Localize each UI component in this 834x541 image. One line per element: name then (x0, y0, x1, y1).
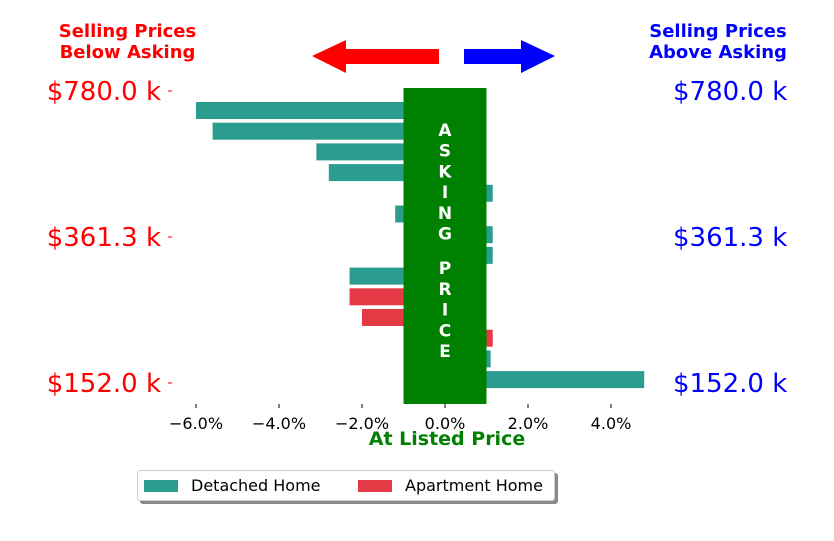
y-tick-label-right: $152.0 k (673, 369, 787, 399)
x-tick-label: −4.0% (252, 414, 306, 433)
asking-price-band (403, 88, 487, 404)
band-letter: A (438, 121, 452, 141)
legend-swatch-detached (144, 480, 178, 492)
y-tick-label-left: $361.3 k (47, 223, 161, 253)
legend-label-apartment: Apartment Home (405, 476, 543, 495)
y-tick-label-left: $152.0 k (47, 369, 161, 399)
above-asking-line2: Above Asking (649, 42, 787, 63)
y-tick-label-right: $361.3 k (673, 223, 787, 253)
right-arrow-icon (464, 40, 555, 73)
above-asking-line1: Selling Prices (649, 21, 787, 42)
below-asking-line1: Selling Prices (58, 21, 197, 42)
x-axis-label: At Listed Price (369, 428, 525, 450)
x-tick-label: 4.0% (591, 414, 632, 433)
x-tick-label: −2.0% (335, 414, 389, 433)
left-arrow-icon (312, 40, 439, 73)
above-asking-header: Selling Prices Above Asking (628, 21, 808, 63)
below-asking-line2: Below Asking (59, 42, 196, 63)
band-letter: N (438, 204, 452, 224)
band-letter: R (438, 280, 451, 300)
band-letter: G (438, 225, 452, 245)
legend-swatch-apartment (358, 480, 392, 492)
band-letter: E (439, 342, 451, 362)
x-tick-label: 0.0% (425, 414, 466, 433)
x-tick-label: 2.0% (508, 414, 549, 433)
band-letter: P (439, 259, 451, 279)
bar (445, 371, 645, 389)
legend: Detached Home Apartment Home (137, 470, 555, 501)
x-tick-label: −6.0% (169, 414, 223, 433)
bar (196, 102, 445, 119)
band-letter: I (442, 301, 448, 321)
band-letter: K (438, 162, 452, 182)
y-tick-label-right: $780.0 k (673, 77, 787, 107)
band-letter: I (442, 183, 448, 203)
band-letter: S (439, 142, 451, 162)
y-tick-label-left: $780.0 k (47, 77, 161, 107)
below-asking-header: Selling Prices Below Asking (40, 21, 215, 63)
legend-label-detached: Detached Home (191, 476, 321, 495)
band-letter: C (439, 321, 451, 341)
bar (212, 122, 445, 140)
